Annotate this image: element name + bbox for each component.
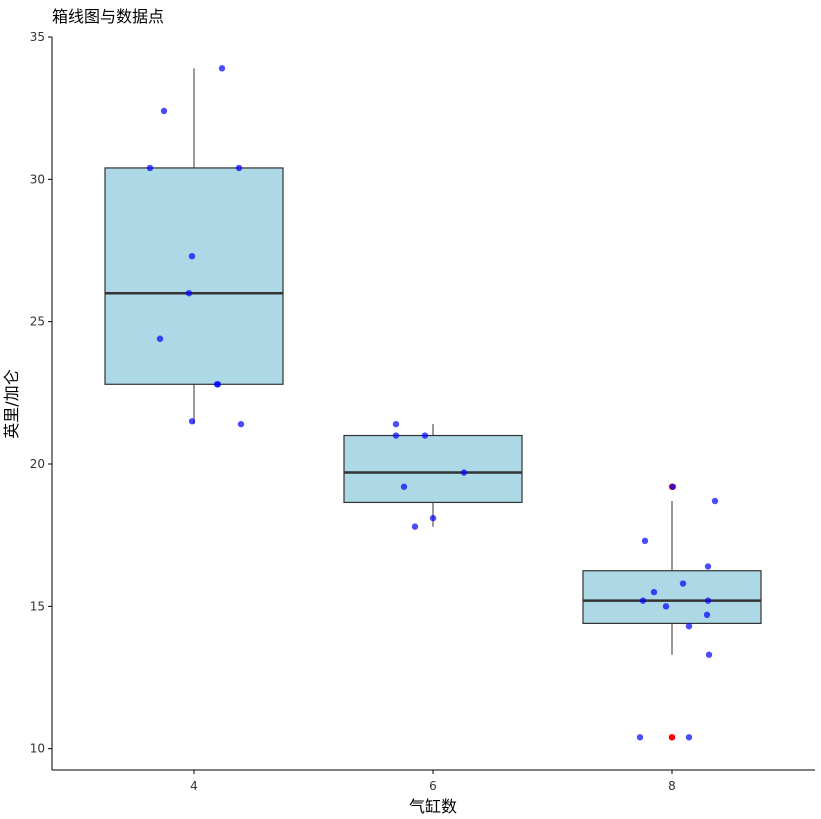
data-point [392,420,400,428]
data-point [705,651,713,658]
y-tick-label: 30 [30,172,45,186]
data-point [650,588,658,596]
data-point [411,523,419,530]
plot-area: 10 15 20 25 30 35 4 6 8 [30,30,815,793]
y-tick-label: 25 [30,315,45,329]
box [343,434,523,504]
data-point [400,483,408,490]
y-axis-title: 英里/加仑 [2,369,21,438]
data-point [641,537,649,545]
data-point [636,734,644,741]
data-point [662,603,670,610]
data-point [704,563,712,570]
data-point [669,483,677,490]
data-point [160,107,168,115]
data-point [392,432,400,439]
y-tick-label: 20 [30,457,45,471]
outlier-point [668,734,676,741]
data-point [213,381,221,388]
data-point [218,65,226,72]
data-point [460,469,468,476]
data-point [429,514,437,522]
data-point [703,611,711,619]
y-tick-label: 10 [30,742,45,756]
data-point [237,420,245,428]
data-point [156,335,164,342]
x-tick-label: 6 [429,779,437,793]
data-point [146,164,154,172]
box [104,167,284,385]
data-point [188,418,196,425]
x-tick-label: 4 [190,779,198,793]
data-point [685,623,693,630]
box [582,570,762,624]
data-point [711,497,719,505]
data-point [235,164,243,172]
data-point [679,580,687,587]
x-tick-label: 8 [668,779,676,793]
y-tick-label: 15 [30,599,45,613]
data-point [685,734,693,741]
data-point [185,289,193,297]
data-point [188,252,196,260]
chart-title: 箱线图与数据点 [52,7,164,26]
data-point [704,597,712,604]
data-point [639,597,647,604]
data-point [421,432,429,439]
x-axis-title: 气缸数 [409,797,457,816]
y-tick-label: 35 [30,30,45,44]
